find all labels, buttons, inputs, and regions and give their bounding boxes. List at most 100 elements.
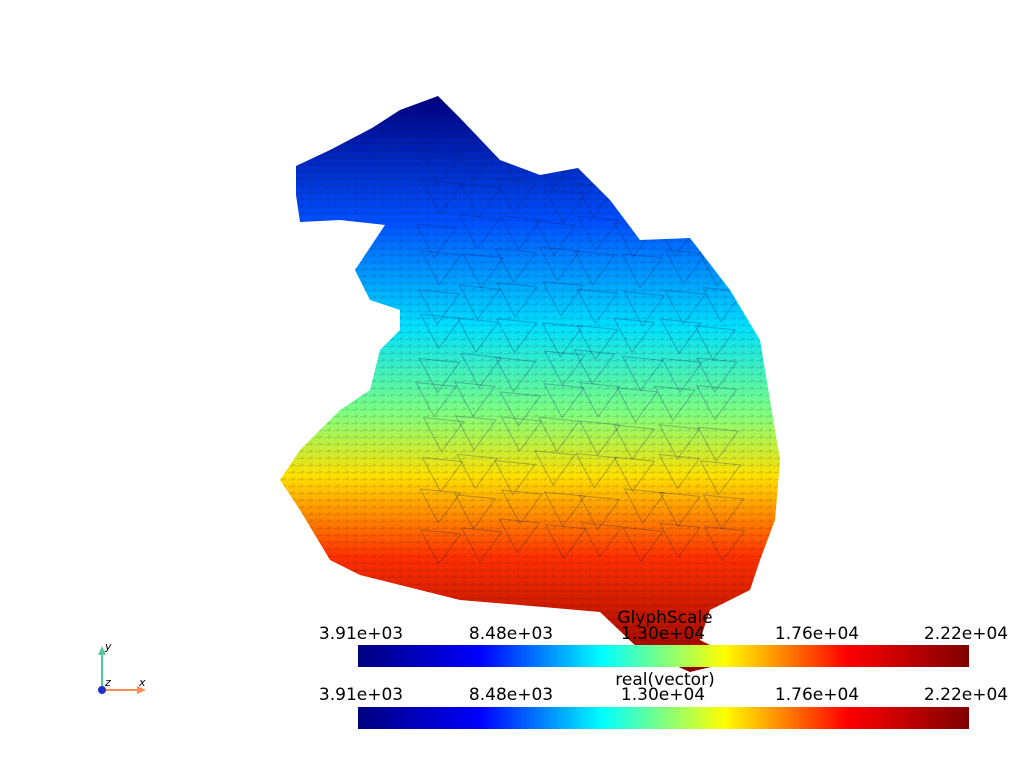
wireframe-cell — [664, 249, 707, 285]
z-axis-dot — [98, 686, 106, 694]
wireframe-cell — [454, 494, 497, 530]
wireframe-cell — [459, 183, 502, 219]
scalar-bar-2-tick-0: 3.91e+03 — [318, 685, 404, 705]
scalar-bar-2-tick-1: 8.48e+03 — [468, 685, 554, 705]
wireframe-cell — [576, 324, 619, 361]
wireframe-cell — [419, 488, 462, 524]
scalar-bar-1-tick-1: 8.48e+03 — [468, 624, 554, 644]
wireframe-cell — [660, 318, 702, 355]
wireframe-cell — [702, 494, 745, 530]
wireframe-cell — [658, 424, 701, 460]
wireframe-cell — [661, 144, 703, 180]
wireframe-cell — [457, 317, 499, 354]
wireframe-cell — [420, 250, 463, 286]
vector-glyph-mesh — [280, 96, 780, 672]
wireframe-cell — [613, 456, 656, 493]
y-axis-label: y — [105, 640, 112, 653]
wireframe-cell — [701, 180, 743, 217]
wireframe-cell — [421, 179, 463, 215]
wireframe-cell — [623, 291, 666, 327]
wireframe-cell — [579, 382, 621, 418]
wireframe-cell — [578, 495, 621, 531]
wireframe-cell — [419, 313, 462, 350]
scalar-bar-2-tick-4: 2.22e+04 — [923, 685, 1009, 705]
wireframe-cell — [415, 381, 457, 418]
wireframe-cell — [415, 223, 457, 259]
scalar-bar-2-tick-2: 1.30e+04 — [620, 685, 706, 705]
wireframe-cell — [621, 355, 664, 392]
scalar-bar-1-gradient[interactable] — [358, 645, 969, 667]
wireframe-cell — [494, 248, 537, 284]
wireframe-cell — [418, 289, 461, 326]
wireframe-cell — [543, 383, 586, 419]
wireframe-cell — [499, 391, 542, 427]
x-axis-arrowhead — [137, 686, 146, 694]
wireframe-cell — [496, 282, 539, 318]
wireframe-cell — [534, 220, 577, 257]
wireframe-cell — [616, 387, 659, 423]
wireframe-cell — [613, 424, 656, 461]
wireframe-cell — [458, 214, 501, 250]
wireframe-cell — [658, 453, 701, 490]
wireframe-cell — [495, 178, 538, 214]
wireframe-cell — [537, 416, 580, 453]
scalar-bar-2-title: real(vector) — [615, 670, 715, 690]
wireframe-cell — [575, 453, 618, 489]
scalar-bar-1-tick-3: 1.76e+04 — [774, 624, 860, 644]
scalar-bar-1-tick-0: 3.91e+03 — [318, 624, 404, 644]
wireframe-cell — [664, 289, 707, 326]
wireframe-cell — [697, 426, 739, 463]
scalar-bar-1-tick-2: 1.30e+04 — [620, 624, 706, 644]
wireframe-cell — [544, 524, 587, 560]
wireframe-cell — [418, 357, 461, 394]
wireframe-cell — [624, 179, 667, 216]
wireframe-cell — [495, 318, 538, 354]
wireframe-cell — [622, 526, 664, 563]
wireframe-cell — [460, 527, 503, 563]
wireframe-cell — [698, 214, 741, 250]
wireframe-cell — [576, 288, 619, 325]
wireframe-cell — [573, 349, 616, 385]
wireframe-cell — [419, 150, 461, 186]
wireframe-cell — [695, 357, 738, 393]
wireframe-cell — [623, 488, 666, 524]
wireframe-cell — [460, 353, 502, 389]
wireframe-cell — [494, 459, 536, 496]
wireframe-cell — [694, 325, 736, 361]
wireframe-cell — [659, 491, 701, 528]
wireframe-cell — [534, 450, 576, 486]
wireframe-cell — [494, 356, 537, 393]
wireframe-cell — [616, 152, 659, 189]
wireframe-cell — [613, 317, 656, 354]
wireframe-cell — [621, 253, 664, 289]
wireframe-cell — [538, 246, 581, 283]
wireframe-cell — [542, 280, 584, 317]
wireframe-cell — [543, 491, 586, 528]
orientation-axes-widget — [98, 646, 146, 694]
wireframe-cell — [498, 518, 541, 554]
wireframe-cell — [501, 489, 543, 525]
wireframe-cell — [543, 350, 586, 387]
wireframe-cell — [454, 146, 497, 182]
scalar-bar-2-tick-3: 1.76e+04 — [774, 685, 860, 705]
wireframe-cell — [703, 526, 746, 562]
wireframe-cell — [454, 381, 496, 418]
wireframe-cell — [661, 357, 703, 394]
wireframe-cell — [702, 287, 744, 323]
scalar-bar-1-title: GlyphScale — [617, 608, 713, 628]
wireframe-cell — [421, 457, 464, 493]
wireframe-cell — [699, 460, 742, 496]
wireframe-cell — [541, 322, 584, 358]
wireframe-cell — [659, 522, 701, 559]
wireframe-cell — [577, 215, 620, 252]
wireframe-cell — [699, 146, 741, 182]
wireframe-cell — [455, 415, 497, 451]
wireframe-edges — [415, 144, 746, 565]
wireframe-cell — [573, 250, 616, 286]
wireframe-cell — [499, 215, 542, 251]
y-axis-arrowhead — [98, 646, 106, 655]
scalar-bar-2-gradient[interactable] — [358, 707, 969, 729]
wireframe-cell — [578, 420, 621, 456]
scalar-bar-1-tick-4: 2.22e+04 — [923, 624, 1009, 644]
